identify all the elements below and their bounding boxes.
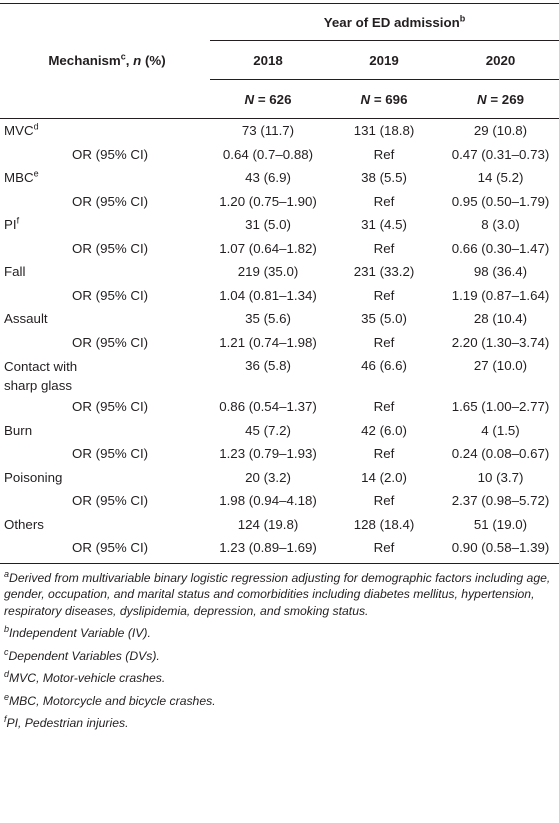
table-row-or: OR (95% CI) 1.20 (0.75–1.90) Ref 0.95 (0.50… xyxy=(72,193,550,209)
footnote-c: cDependent Variables (DVs). xyxy=(4,646,160,663)
table-row: MBCe 43 (6.9) 38 (5.5) 14 (5.2) xyxy=(4,168,524,186)
table-row: Fall 219 (35.0) 231 (33.2) 98 (36.4) xyxy=(4,264,528,280)
n-2020: N = 269 xyxy=(442,79,559,119)
header-group-row: Year of ED admissionb xyxy=(0,3,559,41)
footnote-b: bIndependent Variable (IV). xyxy=(4,623,151,640)
footnote-f: fPI, Pedestrian injuries. xyxy=(4,713,129,730)
footnote-a: aDerived from multivariable binary logis… xyxy=(4,568,551,618)
table-row-or: OR (95% CI) 0.64 (0.7–0.88) Ref 0.47 (0.31–… xyxy=(72,146,550,162)
table-row: Assault 35 (5.6) 35 (5.0) 28 (10.4) xyxy=(4,311,528,327)
header-years-row: Mechanismc, n (%) 2018 2019 2020 xyxy=(0,40,559,80)
table-row-or: OR (95% CI) 1.23 (0.79–1.93) Ref 0.24 (0.08… xyxy=(72,446,550,462)
table-row-or: OR (95% CI) 1.98 (0.94–4.18) Ref 2.37 (0.98… xyxy=(72,493,550,509)
footnotes: aDerived from multivariable binary logis… xyxy=(0,562,559,732)
table-row: Contact with 36 (5.8) 46 (6.6) 27 (10.0) xyxy=(4,357,528,375)
n-2019: N = 696 xyxy=(326,79,442,119)
table-row-or: OR (95% CI) 1.23 (0.89–1.69) Ref 0.90 (0.58… xyxy=(72,540,550,556)
table-body: MVCd 73 (11.7) 131 (18.8) 29 (10.8) OR (95%… xyxy=(0,118,559,560)
year-2018-header: 2018 xyxy=(210,40,326,80)
mechanism-header: Mechanismc, n (%) xyxy=(48,51,166,68)
results-table: Year of ED admissionb Mechanismc, n (%) … xyxy=(0,3,559,560)
table-row-or: OR (95% CI) 1.21 (0.74–1.98) Ref 2.20 (1.30… xyxy=(72,334,550,350)
table-row: PIf 31 (5.0) 31 (4.5) 8 (3.0) xyxy=(4,215,520,233)
table-row-or: OR (95% CI) 1.04 (0.81–1.34) Ref 1.19 (0.87… xyxy=(72,287,550,303)
table-row: MVCd 73 (11.7) 131 (18.8) 29 (10.8) xyxy=(0,118,559,143)
year-2020-header: 2020 xyxy=(442,40,559,80)
year-2019-header: 2019 xyxy=(326,40,442,80)
table-container: Year of ED admissionb Mechanismc, n (%) … xyxy=(0,3,559,732)
table-row: Others 124 (19.8) 128 (18.4) 51 (19.0) xyxy=(4,516,528,532)
n-2018: N = 626 xyxy=(210,79,326,119)
footnote-e: eMBC, Motorcycle and bicycle crashes. xyxy=(4,691,216,708)
table-row-continued: sharp glass xyxy=(4,378,72,393)
table-row-or: OR (95% CI) 1.07 (0.64–1.82) Ref 0.66 (0.30… xyxy=(72,240,550,256)
year-group-header: Year of ED admissionb xyxy=(323,13,466,30)
table-row: Poisoning 20 (3.2) 14 (2.0) 10 (3.7) xyxy=(4,469,524,485)
header-n-row: N = 626 N = 696 N = 269 xyxy=(0,79,559,119)
group-footnote-mark: b xyxy=(459,13,466,24)
table-row: Burn 45 (7.2) 42 (6.0) 4 (1.5) xyxy=(4,422,520,438)
footnote-d: dMVC, Motor-vehicle crashes. xyxy=(4,668,166,685)
table-row-or: OR (95% CI) 0.86 (0.54–1.37) Ref 1.65 (1.00… xyxy=(72,399,550,415)
